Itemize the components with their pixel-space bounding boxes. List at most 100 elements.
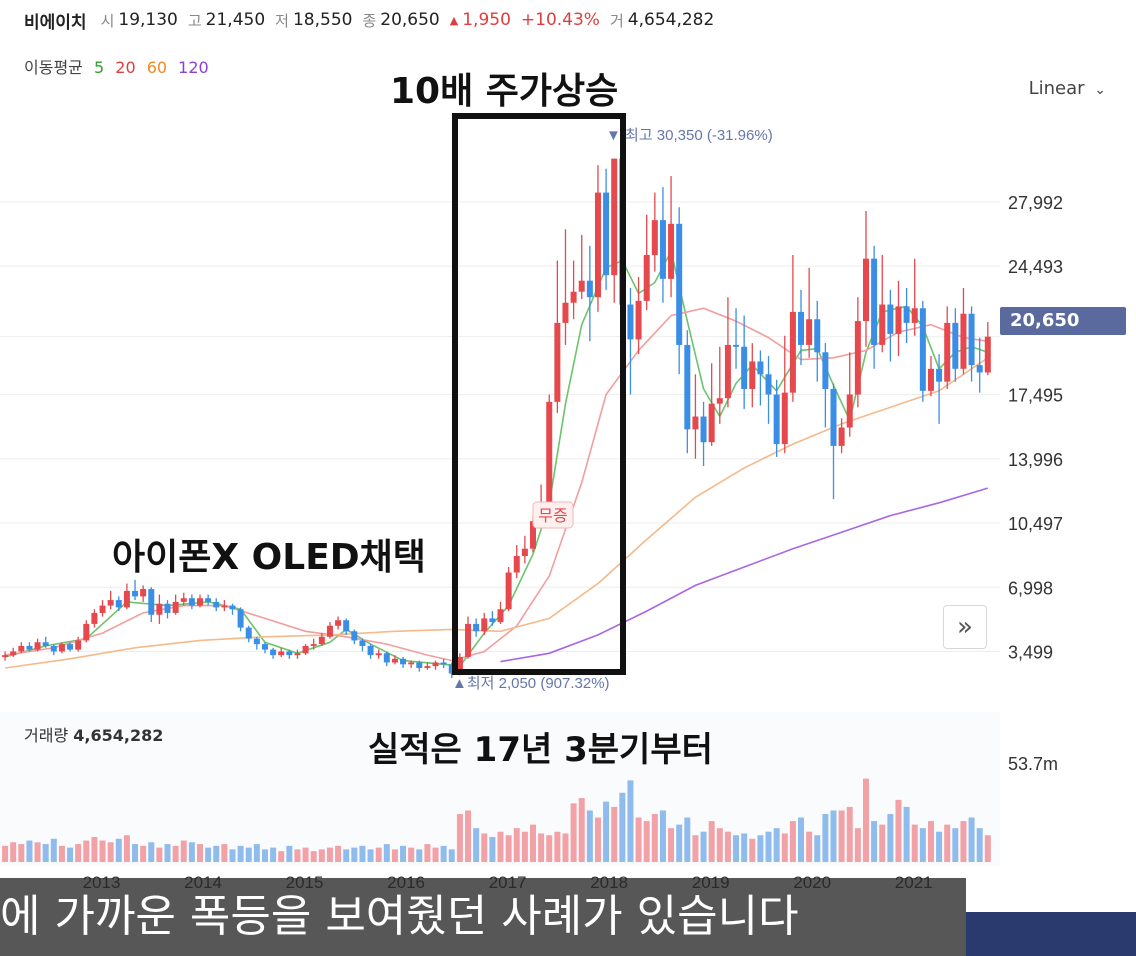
- candle: [213, 598, 220, 612]
- candle: [749, 343, 756, 408]
- candle-body: [270, 649, 277, 656]
- volume-max-tick: 53.7m: [1008, 754, 1058, 774]
- current-price-tag: 20,650: [1000, 307, 1126, 335]
- candle: [952, 308, 959, 382]
- candle: [668, 176, 675, 298]
- candle-body: [335, 620, 342, 626]
- candle-body: [578, 280, 585, 292]
- volume-bar: [261, 849, 268, 862]
- candle: [237, 607, 244, 632]
- volume-bar: [838, 810, 845, 862]
- candle-body: [2, 655, 9, 657]
- candle: [83, 620, 90, 643]
- candle: [261, 642, 268, 654]
- change-value: 1,950: [462, 10, 511, 30]
- candle: [481, 612, 488, 635]
- candle: [806, 267, 813, 358]
- candle-body: [822, 352, 829, 389]
- close-value: 20,650: [380, 10, 440, 30]
- candle: [643, 214, 650, 311]
- price-grid: [0, 201, 1000, 652]
- expand-button[interactable]: »: [943, 605, 987, 649]
- volume-bar: [830, 810, 837, 862]
- candle: [326, 622, 333, 639]
- candle: [367, 644, 374, 659]
- candle: [416, 660, 423, 672]
- candle-body: [473, 623, 480, 632]
- chevron-down-icon: ⌄: [1094, 82, 1106, 98]
- candle-body: [789, 311, 796, 393]
- candle-body: [627, 304, 634, 340]
- volume-bar: [237, 845, 244, 862]
- volume-bar: [408, 847, 415, 862]
- all-time-high-marker: ▼ 최고 30,350 (-31.96%): [606, 127, 773, 144]
- candle: [562, 229, 569, 345]
- candle: [294, 649, 301, 659]
- candle: [318, 633, 325, 646]
- stock-name[interactable]: 비에이치: [24, 12, 87, 33]
- candle-body: [814, 319, 821, 353]
- low-value: 18,550: [292, 10, 353, 30]
- low-label: 저: [275, 11, 289, 30]
- volume-bar: [34, 842, 41, 862]
- candle-body: [749, 361, 756, 389]
- candle-body: [952, 322, 959, 369]
- volume-bar: [586, 810, 593, 862]
- candle-body: [692, 416, 699, 430]
- volume-bar: [976, 828, 983, 862]
- volume-bar: [278, 851, 285, 862]
- volume-bar: [562, 833, 569, 862]
- candle: [822, 343, 829, 428]
- high-label: 고: [187, 11, 202, 30]
- candle-body: [643, 255, 650, 301]
- annotation-left: 아이폰X OLED채택: [112, 537, 426, 578]
- volume-bar: [343, 849, 350, 862]
- candle: [692, 374, 699, 459]
- candle-body: [42, 642, 49, 646]
- candle: [115, 596, 122, 612]
- volume-bar: [919, 828, 926, 862]
- candle: [911, 258, 918, 336]
- candle: [659, 187, 666, 303]
- volume-bar: [676, 824, 683, 862]
- candle-body: [741, 346, 748, 389]
- candle-body: [343, 620, 350, 632]
- volume-bar: [806, 831, 813, 862]
- candle-body: [489, 618, 496, 623]
- candle: [879, 255, 886, 353]
- volume-bar: [505, 835, 512, 862]
- badge-bg: [532, 501, 574, 529]
- candle-body: [67, 644, 74, 650]
- volume-bar: [513, 828, 520, 862]
- candle-body: [594, 192, 601, 298]
- scale-selector[interactable]: Linear ⌄: [1029, 78, 1106, 99]
- volume-bar: [99, 840, 106, 862]
- candle-body: [359, 640, 366, 646]
- volume-bar: [984, 835, 991, 862]
- annotation-bottom: 실적은 17년 3분기부터: [368, 730, 713, 770]
- candle: [343, 618, 350, 635]
- candle-body: [26, 645, 33, 650]
- candle: [99, 600, 106, 617]
- volume-bar: [594, 817, 601, 862]
- candle-body: [862, 258, 869, 322]
- volume-bar: [83, 840, 90, 862]
- candle-body: [286, 651, 293, 656]
- candle: [148, 587, 155, 623]
- candle: [741, 315, 748, 410]
- candle: [278, 647, 285, 657]
- volume-bar: [213, 845, 220, 862]
- volume-bar: [659, 810, 666, 862]
- volume-bar: [708, 821, 715, 862]
- volume-bar: [107, 842, 114, 862]
- candle: [960, 288, 967, 375]
- candle: [936, 354, 943, 424]
- volume-bar: [180, 840, 187, 862]
- volume-bar: [521, 831, 528, 862]
- candle-body: [806, 319, 813, 345]
- candle: [765, 355, 772, 424]
- volume-bar: [10, 842, 17, 862]
- volume-bar: [871, 821, 878, 862]
- moving-average-legend[interactable]: 이동평균 5 20 60 120: [24, 54, 215, 78]
